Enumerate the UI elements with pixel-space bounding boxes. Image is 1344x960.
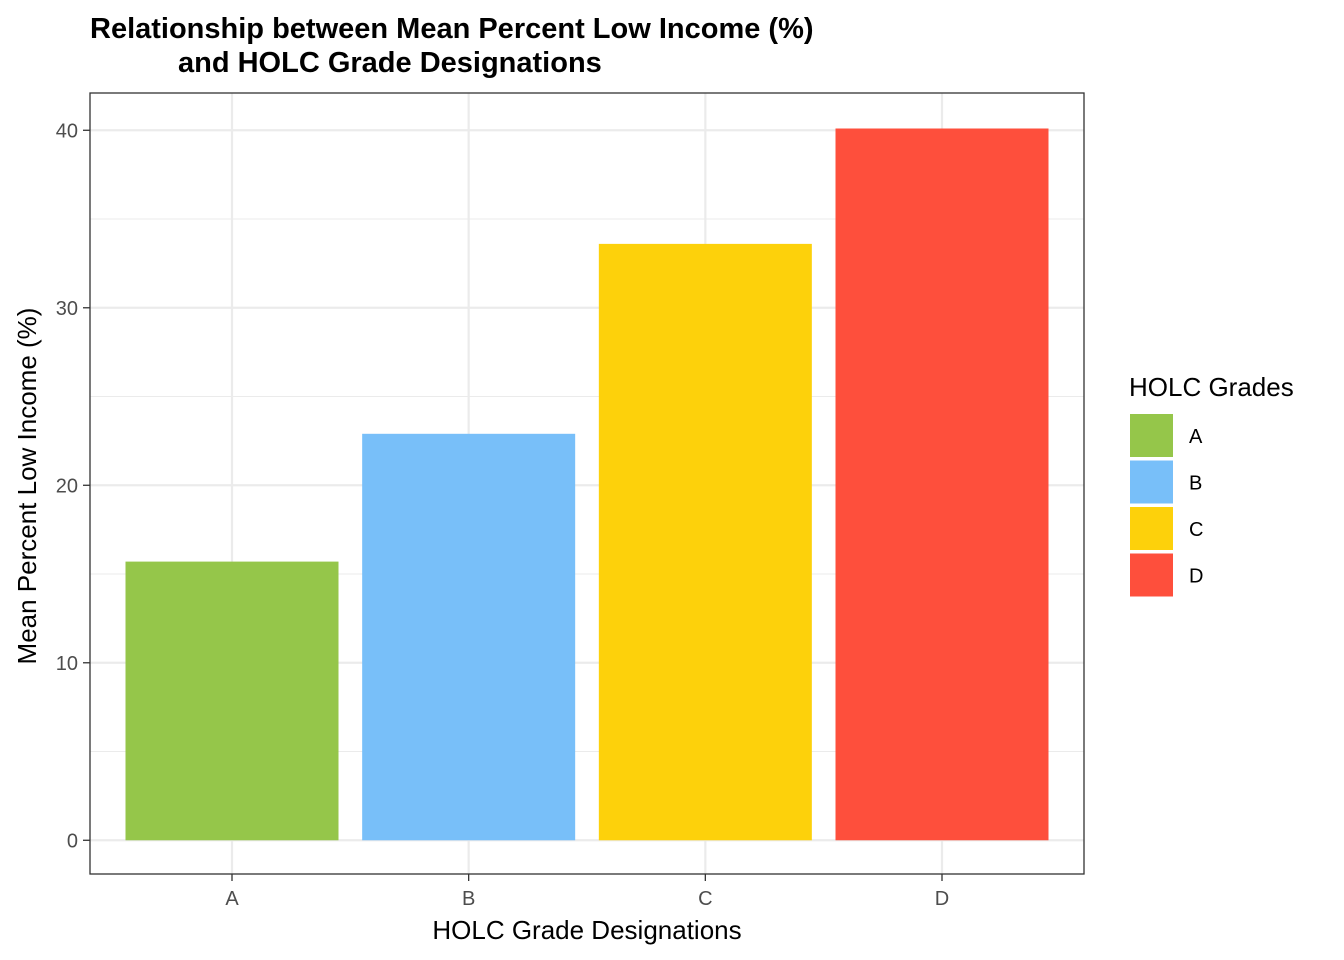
y-tick-label: 10: [56, 653, 78, 675]
x-tick-label: A: [225, 888, 239, 910]
x-tick-label: B: [462, 888, 475, 910]
bar-B: [362, 433, 576, 841]
y-axis-title: Mean Percent Low Income (%): [12, 308, 42, 665]
legend-key-B: [1130, 460, 1173, 504]
bar-C: [598, 243, 812, 841]
y-axis-ticks: 0 10 20 30 40: [56, 120, 90, 852]
legend-label-A: A: [1189, 426, 1203, 448]
y-tick-label: 0: [67, 830, 78, 852]
legend-key-D: [1130, 553, 1173, 597]
y-tick-label: 30: [56, 298, 78, 320]
bar-D: [835, 128, 1049, 841]
x-axis-title: HOLC Grade Designations: [432, 915, 741, 945]
chart-title-line-1: Relationship between Mean Percent Low In…: [90, 13, 814, 45]
bars: [125, 128, 1049, 841]
plot-panel-border: [89, 92, 1085, 875]
y-tick-label: 20: [56, 475, 78, 497]
legend-key-A: [1130, 414, 1173, 457]
legend-title: HOLC Grades: [1129, 372, 1294, 402]
legend: HOLC Grades A B C D: [1129, 372, 1294, 597]
x-tick-label: D: [935, 888, 949, 910]
legend-label-D: D: [1189, 566, 1203, 588]
legend-key-C: [1130, 507, 1173, 550]
y-tick-label: 40: [56, 120, 78, 142]
x-tick-label: C: [698, 888, 712, 910]
chart-title-line-2: and HOLC Grade Designations: [178, 47, 602, 79]
legend-items: A B C D: [1130, 414, 1203, 597]
legend-label-C: C: [1189, 519, 1203, 541]
x-axis-ticks: A B C D: [225, 874, 949, 910]
bar-A: [125, 561, 339, 841]
legend-label-B: B: [1189, 473, 1202, 495]
